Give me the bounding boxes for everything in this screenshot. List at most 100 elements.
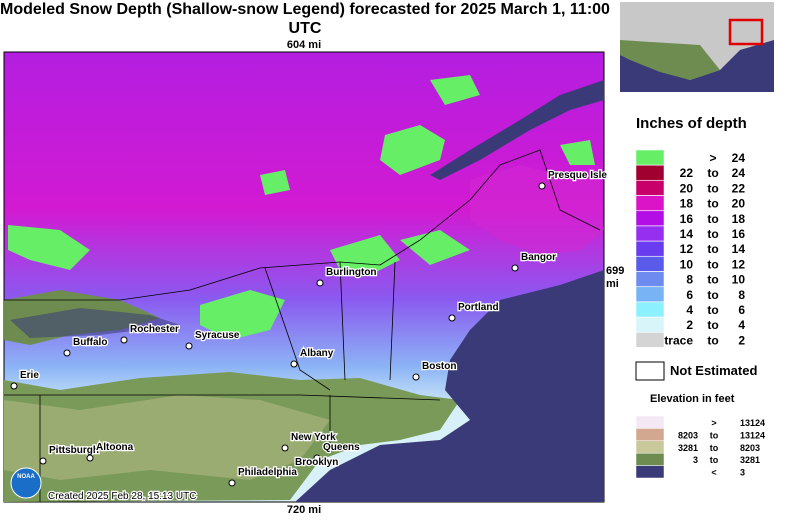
city-marker [63,349,71,357]
credit: Created 2025 Feb 28, 15:13 UTC [48,491,196,502]
legend-swatch [635,316,665,333]
legend-lower: 10 [680,257,694,271]
legend-upper: 6 [738,303,745,317]
scale-label: 604 mi [287,39,321,51]
city-label: Bangor [521,252,556,263]
legend-lower: 8203 [678,430,698,440]
city-marker [10,382,18,390]
legend-sep: to [707,288,718,302]
city-marker [538,182,546,190]
city-marker [120,336,128,344]
legend-lower: 4 [686,303,693,317]
legend-lower: 2 [686,318,693,332]
lake [10,308,180,338]
legend-sep: > [709,151,716,165]
legend-lower: 20 [680,181,694,195]
legend-lower: 12 [680,242,694,256]
legend-swatch [635,149,665,166]
legend-swatch [635,195,665,211]
legend-sep: > [711,418,716,428]
legend-upper: 13124 [740,430,765,440]
legend-lower: trace [664,333,693,347]
legend-swatch [635,210,665,227]
legend-sep: to [707,257,718,271]
legend-swatch [635,286,665,303]
legend-lower: 6 [686,288,693,302]
legend-sep: to [707,333,718,347]
legend-upper: 20 [732,197,746,211]
legend-swatch [635,301,665,318]
legend-upper: 4 [738,318,745,332]
city-label: Burlington [326,267,377,278]
legend-sep: to [707,181,718,195]
city-label: Albany [300,348,334,359]
city-marker [185,342,193,350]
legend-swatch [635,465,665,479]
legend-sep: to [707,197,718,211]
legend-lower: 14 [680,227,694,241]
legend-sep: to [707,273,718,287]
city-label: New York [291,432,336,443]
legend-sep: to [707,227,718,241]
snow-region [470,165,604,255]
legend-title: Inches of depth [636,115,747,132]
legend-upper: 22 [732,181,746,195]
borders [4,149,601,502]
city-marker [285,469,293,477]
legend-lower: 3 [693,455,698,465]
legend-upper: 10 [732,273,746,287]
legend-sep: to [707,303,718,317]
city-label: Boston [422,361,456,372]
legend-lower: 18 [680,197,694,211]
legend-sep: to [710,430,719,440]
legend-sep: to [707,166,718,180]
legend-upper: 16 [732,227,746,241]
terrain [4,395,330,480]
legend-upper: 8203 [740,443,760,453]
city-label: Queens [323,442,360,453]
legend-title: Elevation in feet [650,393,735,405]
legend-label: Not Estimated [670,363,757,378]
legend-upper: 8 [738,288,745,302]
legend-sep: to [707,212,718,226]
city-label: Erie [20,370,39,381]
legend-swatch [635,225,665,242]
legend-swatch [635,240,665,257]
deep-snow [8,75,595,340]
city-marker [316,279,324,287]
river [430,80,604,180]
city-marker [86,454,94,462]
city-marker [39,457,47,465]
legend-sep: to [710,443,719,453]
city-marker [228,479,236,487]
legend-upper: 24 [732,151,746,165]
legend-swatch [635,332,665,348]
map-title: Modeled Snow Depth (Shallow-snow Legend)… [0,1,610,37]
scale-label: 720 mi [287,504,321,516]
city-marker [313,454,321,462]
city-label: Portland [458,302,499,313]
legend-lower: 22 [680,166,694,180]
legend-upper: 14 [732,242,746,256]
inset-land [620,40,720,80]
legend-upper: 3281 [740,455,760,465]
city-label: Brooklyn [295,457,338,468]
logo [10,467,42,499]
legend-upper: 2 [738,333,745,347]
city-marker [281,444,289,452]
legend-sep: < [711,468,716,478]
city-label: Philadelphia [238,467,297,478]
legend-swatch [635,180,665,196]
legend-sep: to [707,318,718,332]
legend-swatch [635,428,665,442]
legend-lower: 16 [680,212,694,226]
legend-lower: 3281 [678,443,698,453]
city-label: Buffalo [73,337,107,348]
city-label: Pittsburgh [49,445,99,456]
legend-upper: 13124 [740,418,765,428]
city-label: Syracuse [195,330,240,341]
legend-swatch [635,271,665,287]
logo-text: NOAA [17,474,35,480]
legend-swatch [635,440,665,454]
